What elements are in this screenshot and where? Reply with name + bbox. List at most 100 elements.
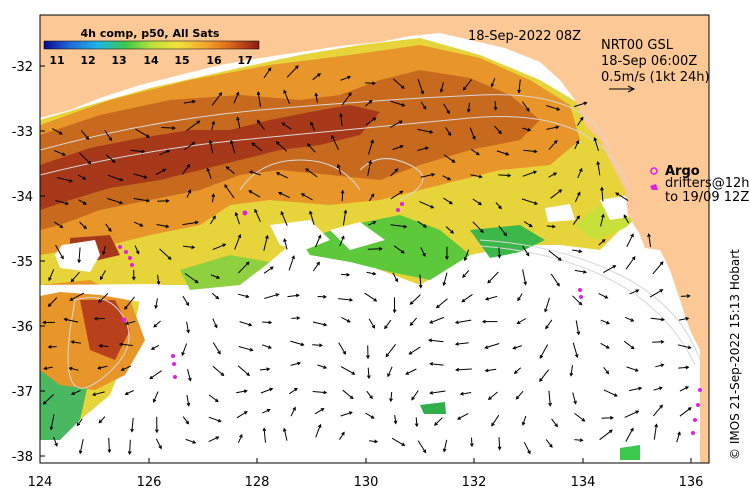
current-arrow-head bbox=[322, 294, 327, 299]
current-arrow bbox=[236, 411, 248, 419]
current-arrow bbox=[289, 388, 298, 395]
current-arrow bbox=[551, 418, 558, 427]
current-arrow bbox=[550, 189, 562, 199]
current-arrow-head bbox=[131, 276, 136, 281]
current-arrow-head bbox=[224, 184, 228, 189]
current-arrow bbox=[78, 247, 81, 263]
current-arrow-head bbox=[573, 400, 577, 405]
current-arrow-head bbox=[268, 320, 273, 325]
current-arrow-head bbox=[451, 159, 456, 163]
current-arrow-head bbox=[236, 116, 240, 121]
current-arrow bbox=[97, 365, 108, 369]
current-arrow bbox=[43, 394, 54, 405]
current-arrow bbox=[183, 100, 195, 104]
current-arrow-head bbox=[143, 175, 148, 179]
current-arrow-head bbox=[47, 344, 52, 349]
current-arrow bbox=[251, 142, 263, 152]
current-arrow-head bbox=[323, 390, 328, 395]
current-arrow bbox=[420, 247, 426, 257]
current-arrow-head bbox=[317, 423, 322, 428]
y-tick-label: -38 bbox=[12, 450, 33, 465]
current-arrow-head bbox=[319, 343, 324, 348]
current-arrow-head bbox=[660, 317, 665, 322]
current-arrow bbox=[105, 223, 112, 232]
current-arrow-head bbox=[139, 223, 144, 227]
current-arrow bbox=[79, 152, 91, 165]
current-arrow-head bbox=[578, 249, 583, 254]
current-arrow bbox=[92, 391, 105, 396]
drifter-marker-icon bbox=[650, 184, 658, 190]
current-arrow bbox=[151, 344, 160, 350]
current-arrow bbox=[597, 161, 601, 176]
current-arrow bbox=[53, 436, 58, 446]
current-scale-label: 0.5m/s (1kt 24h) bbox=[601, 70, 710, 85]
current-arrow-head bbox=[77, 259, 82, 264]
current-arrow bbox=[485, 295, 498, 300]
current-arrow bbox=[498, 225, 507, 236]
current-arrow-head bbox=[43, 366, 48, 371]
current-arrow bbox=[410, 294, 421, 305]
current-arrow bbox=[624, 410, 639, 418]
current-arrow bbox=[405, 368, 417, 375]
current-arrow-head bbox=[70, 391, 75, 395]
current-arrow-head bbox=[446, 110, 450, 115]
current-arrow-head bbox=[314, 92, 319, 97]
current-arrow bbox=[230, 140, 236, 154]
current-arrow-head bbox=[101, 251, 106, 256]
current-arrow-head bbox=[555, 125, 560, 130]
current-arrow-head bbox=[98, 299, 102, 303]
current-arrow-head bbox=[127, 451, 132, 456]
current-arrow-head bbox=[215, 295, 220, 300]
current-arrow-head bbox=[141, 149, 146, 154]
current-arrow-head bbox=[544, 308, 548, 313]
current-arrow bbox=[98, 416, 106, 424]
colorbar: 4h comp, p50, All Sats 11 12 13 14 15 16… bbox=[43, 27, 260, 67]
current-arrow-head bbox=[371, 324, 376, 329]
current-arrow bbox=[291, 317, 300, 319]
current-arrow bbox=[495, 202, 502, 209]
current-arrow bbox=[276, 172, 289, 179]
current-arrow-head bbox=[429, 320, 434, 324]
current-arrow bbox=[102, 245, 106, 255]
current-arrow bbox=[574, 192, 581, 203]
drifter-point bbox=[396, 208, 400, 212]
current-arrow bbox=[208, 394, 219, 402]
current-arrow bbox=[368, 140, 374, 155]
current-arrow-head bbox=[445, 256, 449, 261]
x-tick-label: 134 bbox=[571, 475, 596, 490]
current-arrow-head bbox=[214, 324, 218, 329]
current-arrow bbox=[494, 125, 502, 134]
current-arrow bbox=[233, 92, 239, 104]
current-arrow bbox=[461, 293, 473, 303]
current-arrow-head bbox=[243, 411, 248, 415]
current-arrow-head bbox=[638, 386, 643, 391]
current-arrow-head bbox=[447, 132, 452, 137]
current-arrow-head bbox=[435, 304, 440, 309]
current-arrow bbox=[212, 243, 226, 251]
current-arrow bbox=[545, 105, 560, 111]
x-axis: 124 126 128 130 132 134 136 bbox=[28, 458, 703, 490]
current-arrow bbox=[187, 369, 191, 381]
current-arrow bbox=[648, 234, 652, 247]
current-arrow bbox=[572, 295, 582, 306]
current-arrow-head bbox=[454, 342, 459, 346]
current-arrow bbox=[211, 121, 215, 131]
current-vectors bbox=[42, 65, 692, 456]
current-arrow bbox=[130, 149, 145, 153]
current-arrow bbox=[239, 321, 252, 326]
current-arrow-head bbox=[59, 224, 64, 229]
current-arrow-head bbox=[429, 362, 434, 366]
current-arrow-head bbox=[463, 257, 468, 262]
current-arrow bbox=[577, 168, 583, 178]
drifters-range-label: to 19/09 12Z bbox=[665, 190, 749, 205]
current-arrow bbox=[545, 439, 553, 448]
current-arrow bbox=[600, 319, 610, 325]
current-arrow bbox=[315, 235, 321, 248]
drifter-point bbox=[171, 354, 175, 358]
current-arrow-head bbox=[130, 428, 134, 433]
current-arrow bbox=[257, 92, 261, 107]
current-arrow bbox=[263, 428, 266, 443]
current-arrow-head bbox=[370, 193, 375, 198]
current-arrow bbox=[264, 293, 279, 299]
current-arrow bbox=[341, 316, 351, 323]
